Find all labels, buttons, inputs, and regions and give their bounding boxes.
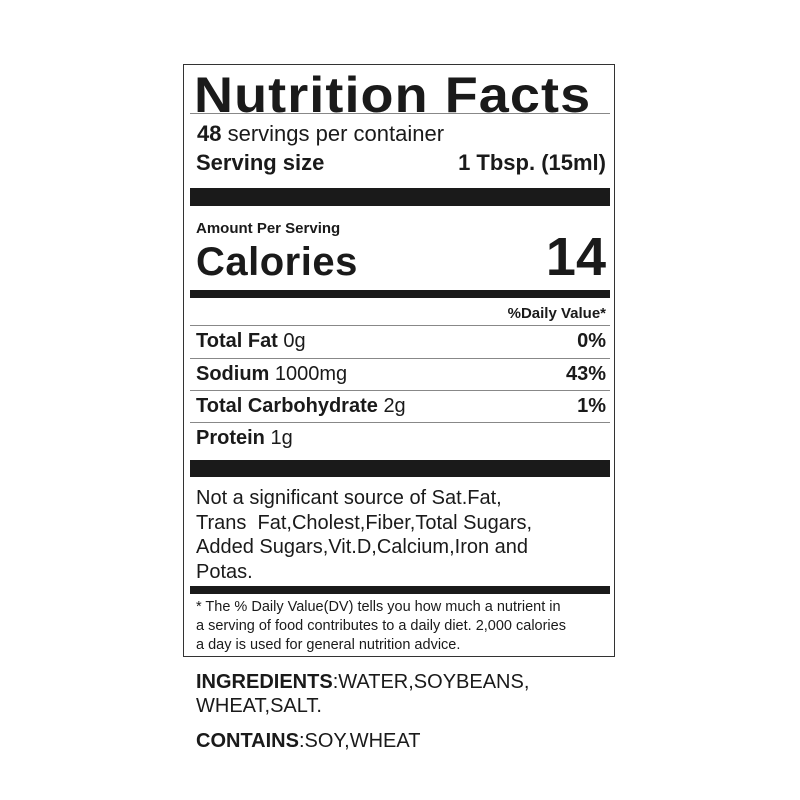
divider — [190, 390, 610, 391]
statement-line: Potas. — [196, 560, 253, 583]
allergens: CONTAINS:SOY,WHEAT — [196, 729, 616, 753]
footnote-line: a day is used for general nutrition advi… — [196, 637, 461, 653]
nutrient-name: Total Fat — [196, 330, 278, 352]
medium-divider — [190, 586, 610, 594]
contains-label: CONTAINS — [196, 730, 299, 752]
footnote-line: * The % Daily Value(DV) tells you how mu… — [196, 599, 561, 615]
nutrient-name: Protein — [196, 427, 265, 449]
nutrient-dv: 0% — [577, 330, 606, 352]
nutrient-row-total-fat: Total Fat 0g 0% — [196, 330, 606, 360]
divider — [190, 358, 610, 359]
nutrient-amount: 0g — [283, 330, 306, 352]
amount-per-serving: Amount Per Serving — [196, 220, 341, 237]
contains-value: :SOY,WHEAT — [298, 730, 421, 752]
statement-line: Added Sugars,Vit.D,Calcium,Iron and — [196, 536, 529, 558]
divider — [190, 113, 610, 114]
not-significant-statement: Not a significant source of Sat.Fat, Tra… — [196, 486, 616, 584]
servings-count: 48 — [197, 121, 222, 146]
nutrient-name: Total Carbohydrate — [196, 395, 378, 417]
daily-value-header: %Daily Value* — [507, 305, 606, 322]
ingredients-list-cont: WHEAT,SALT. — [196, 695, 322, 717]
nutrient-row-total-carbohydrate: Total Carbohydrate 2g 1% — [196, 395, 606, 425]
daily-value-header-row: %Daily Value* — [196, 305, 606, 322]
nutrient-amount: 1000mg — [274, 363, 348, 385]
statement-line: Trans Fat,Cholest,Fiber,Total Sugars, — [196, 511, 533, 534]
daily-value-footnote: * The % Daily Value(DV) tells you how mu… — [196, 598, 616, 655]
divider — [190, 422, 610, 423]
nutrition-facts-panel — [183, 64, 615, 657]
panel-title: Nutrition Facts — [194, 67, 592, 123]
statement-line: Not a significant source of Sat.Fat, — [196, 487, 502, 509]
thick-divider — [190, 188, 610, 206]
serving-size-label: Serving size — [196, 150, 325, 175]
ingredients-label: INGREDIENTS — [196, 671, 333, 693]
nutrient-dv: 1% — [577, 395, 606, 417]
calories-value: 14 — [545, 227, 606, 287]
divider — [190, 325, 610, 326]
servings-label: servings per container — [227, 121, 445, 146]
nutrient-amount: 1g — [270, 427, 293, 449]
nutrient-amount: 2g — [383, 395, 406, 417]
thick-divider — [190, 460, 610, 477]
ingredients-list: :WATER,SOYBEANS, — [332, 671, 530, 693]
nutrient-row-sodium: Sodium 1000mg 43% — [196, 363, 606, 393]
serving-size-value: 1 Tbsp. (15ml) — [458, 150, 606, 175]
calories-label: Calories — [196, 240, 358, 284]
serving-size-row: Serving size 1 Tbsp. (15ml) — [196, 150, 606, 176]
nutrient-name: Sodium — [196, 363, 270, 385]
calories-row: Calories 14 — [196, 227, 606, 288]
servings-per-container: 48 servings per container — [197, 121, 444, 147]
nutrient-row-protein: Protein 1g — [196, 427, 606, 457]
medium-divider — [190, 290, 610, 298]
nutrient-dv: 43% — [565, 363, 606, 385]
footnote-line: a serving of food contributes to a daily… — [196, 618, 566, 634]
ingredients: INGREDIENTS:WATER,SOYBEANS, WHEAT,SALT. — [196, 670, 616, 718]
